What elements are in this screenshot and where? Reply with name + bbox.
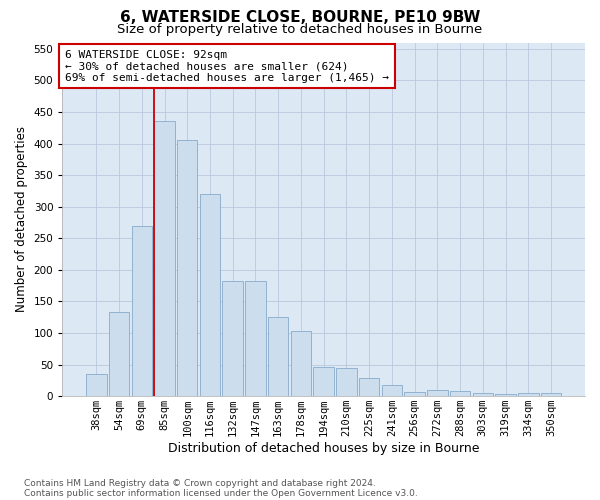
Bar xyxy=(518,393,539,396)
Y-axis label: Number of detached properties: Number of detached properties xyxy=(15,126,28,312)
Text: Contains HM Land Registry data © Crown copyright and database right 2024.: Contains HM Land Registry data © Crown c… xyxy=(24,478,376,488)
Bar xyxy=(450,391,470,396)
Text: Size of property relative to detached houses in Bourne: Size of property relative to detached ho… xyxy=(118,22,482,36)
Bar xyxy=(86,374,107,396)
Bar xyxy=(359,378,379,396)
Text: Contains public sector information licensed under the Open Government Licence v3: Contains public sector information licen… xyxy=(24,488,418,498)
Bar xyxy=(541,393,561,396)
X-axis label: Distribution of detached houses by size in Bourne: Distribution of detached houses by size … xyxy=(168,442,479,455)
Bar xyxy=(427,390,448,396)
Bar xyxy=(177,140,197,396)
Bar xyxy=(404,392,425,396)
Bar xyxy=(109,312,129,396)
Bar xyxy=(473,393,493,396)
Bar xyxy=(291,331,311,396)
Bar xyxy=(154,122,175,396)
Bar xyxy=(496,394,516,396)
Bar xyxy=(313,367,334,396)
Bar xyxy=(245,281,266,396)
Bar xyxy=(382,386,402,396)
Bar xyxy=(200,194,220,396)
Bar xyxy=(131,226,152,396)
Bar xyxy=(268,317,289,396)
Text: 6 WATERSIDE CLOSE: 92sqm
← 30% of detached houses are smaller (624)
69% of semi-: 6 WATERSIDE CLOSE: 92sqm ← 30% of detach… xyxy=(65,50,389,83)
Text: 6, WATERSIDE CLOSE, BOURNE, PE10 9BW: 6, WATERSIDE CLOSE, BOURNE, PE10 9BW xyxy=(120,10,480,25)
Bar xyxy=(336,368,356,396)
Bar xyxy=(223,280,243,396)
